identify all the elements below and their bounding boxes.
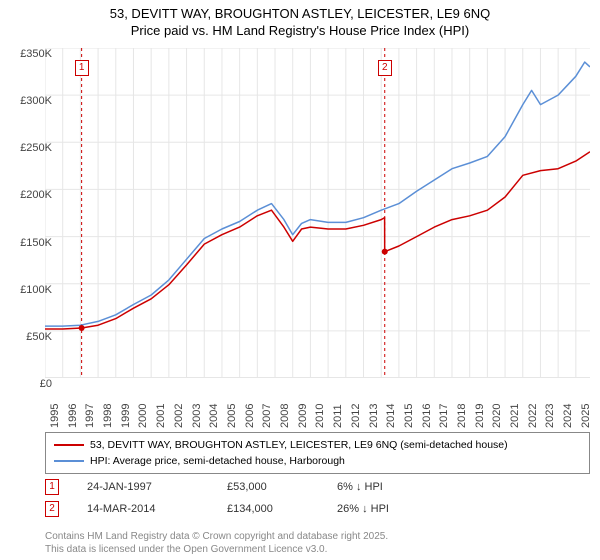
x-tick-label: 2014 [385, 404, 397, 428]
x-tick-label: 2003 [191, 404, 203, 428]
x-tick-label: 2010 [314, 404, 326, 428]
legend-label: HPI: Average price, semi-detached house,… [90, 455, 345, 467]
y-tick-label: £200K [2, 189, 52, 201]
y-tick-label: £0 [2, 378, 52, 390]
x-tick-label: 2012 [350, 404, 362, 428]
legend-item: HPI: Average price, semi-detached house,… [54, 453, 581, 469]
sale-marker: 1 [45, 479, 59, 495]
x-tick-label: 2018 [456, 404, 468, 428]
sale-date: 14-MAR-2014 [87, 503, 227, 515]
footnote-line2: This data is licensed under the Open Gov… [45, 544, 327, 555]
x-tick-label: 1999 [120, 404, 132, 428]
x-tick-label: 2009 [297, 404, 309, 428]
sale-row-1: 1 24-JAN-1997£53,0006% ↓ HPI [45, 478, 590, 496]
title-line1: 53, DEVITT WAY, BROUGHTON ASTLEY, LEICES… [110, 6, 491, 21]
footnote-line1: Contains HM Land Registry data © Crown c… [45, 531, 388, 542]
x-tick-label: 2020 [491, 404, 503, 428]
legend-swatch [54, 460, 84, 462]
x-tick-label: 1995 [49, 404, 61, 428]
y-tick-label: £50K [2, 331, 52, 343]
x-tick-label: 2004 [208, 404, 220, 428]
x-tick-label: 1996 [67, 404, 79, 428]
x-tick-label: 2016 [421, 404, 433, 428]
x-tick-label: 2024 [562, 404, 574, 428]
marker-1: 1 [75, 60, 89, 76]
sale-price: £134,000 [227, 503, 337, 515]
sale-price: £53,000 [227, 481, 337, 493]
line-chart [45, 48, 590, 378]
x-tick-label: 2017 [438, 404, 450, 428]
x-tick-label: 2019 [474, 404, 486, 428]
x-tick-label: 2007 [261, 404, 273, 428]
y-tick-label: £150K [2, 237, 52, 249]
sale-marker: 2 [45, 501, 59, 517]
x-tick-label: 2006 [244, 404, 256, 428]
sale-diff: 6% ↓ HPI [337, 481, 457, 493]
chart-title: 53, DEVITT WAY, BROUGHTON ASTLEY, LEICES… [0, 0, 600, 40]
x-tick-label: 2025 [580, 404, 592, 428]
sale-date: 24-JAN-1997 [87, 481, 227, 493]
legend-swatch [54, 444, 84, 446]
legend-item: 53, DEVITT WAY, BROUGHTON ASTLEY, LEICES… [54, 437, 581, 453]
sale-diff: 26% ↓ HPI [337, 503, 457, 515]
title-line2: Price paid vs. HM Land Registry's House … [131, 23, 469, 38]
x-tick-label: 1998 [102, 404, 114, 428]
x-tick-label: 2005 [226, 404, 238, 428]
x-tick-label: 2011 [332, 404, 344, 428]
y-tick-label: £350K [2, 48, 52, 60]
legend-label: 53, DEVITT WAY, BROUGHTON ASTLEY, LEICES… [90, 439, 508, 451]
sale-row-2: 2 14-MAR-2014£134,00026% ↓ HPI [45, 500, 590, 518]
y-tick-label: £300K [2, 95, 52, 107]
x-tick-label: 1997 [84, 404, 96, 428]
y-tick-label: £250K [2, 142, 52, 154]
x-tick-label: 2021 [509, 404, 521, 428]
x-tick-label: 2013 [368, 404, 380, 428]
marker-2: 2 [378, 60, 392, 76]
x-tick-label: 2001 [155, 404, 167, 428]
footnote: Contains HM Land Registry data © Crown c… [45, 530, 590, 556]
x-tick-label: 2008 [279, 404, 291, 428]
x-tick-label: 2022 [527, 404, 539, 428]
x-tick-label: 2023 [544, 404, 556, 428]
x-tick-label: 2000 [137, 404, 149, 428]
x-tick-label: 2002 [173, 404, 185, 428]
chart-area [45, 48, 590, 378]
y-tick-label: £100K [2, 284, 52, 296]
x-tick-label: 2015 [403, 404, 415, 428]
legend: 53, DEVITT WAY, BROUGHTON ASTLEY, LEICES… [45, 432, 590, 474]
